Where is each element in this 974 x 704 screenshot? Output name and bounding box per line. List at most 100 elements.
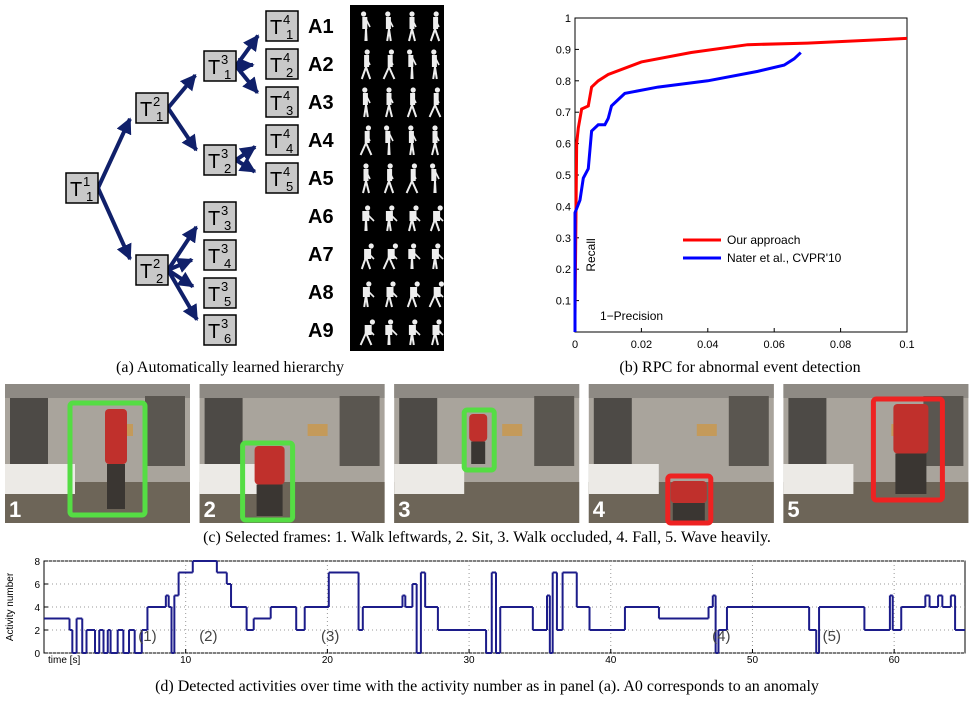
frame: 5 xyxy=(783,384,969,523)
tree-node xyxy=(135,92,169,124)
silhouette-head xyxy=(414,281,420,287)
legend-box xyxy=(677,228,899,272)
silhouette xyxy=(382,49,396,80)
frame-shelf xyxy=(788,398,827,476)
x-tick-label: 0.06 xyxy=(763,339,784,351)
tree-edge xyxy=(167,257,194,273)
silhouette-arm xyxy=(411,250,421,260)
x-tick-label: 0 xyxy=(572,339,578,351)
person-legs xyxy=(107,464,125,509)
frame-shelf xyxy=(593,398,632,476)
frame-picture xyxy=(502,424,523,436)
silhouette-arm xyxy=(365,18,371,28)
silhouette-leg xyxy=(434,142,439,156)
x-tick-label: 10 xyxy=(180,655,192,666)
node-sup: 4 xyxy=(283,12,290,27)
silhouette-leg xyxy=(406,294,413,308)
silhouette-leg xyxy=(388,142,391,156)
node-base: T xyxy=(208,151,220,173)
silhouette-arm xyxy=(434,18,440,28)
silhouette-leg xyxy=(365,294,369,308)
y-tick-label: 0.6 xyxy=(556,139,571,151)
detection-box xyxy=(461,407,497,473)
frame-sofa xyxy=(394,464,465,494)
silhouette-arm xyxy=(365,250,375,260)
y-tick-label: 1 xyxy=(565,13,571,25)
y-tick-label: 6 xyxy=(34,580,40,591)
y-tick-label: 0.1 xyxy=(556,296,571,308)
silhouette-body xyxy=(409,211,417,221)
y-tick-label: 0.2 xyxy=(556,264,571,276)
silhouette-leg xyxy=(388,294,393,308)
silhouette-head xyxy=(388,319,394,325)
silhouette-leg xyxy=(411,256,414,270)
node-sup: 2 xyxy=(153,94,160,109)
silhouette-arm xyxy=(434,170,440,180)
silhouette-leg xyxy=(365,180,370,194)
silhouette-head xyxy=(433,11,439,17)
silhouette-leg xyxy=(429,28,436,42)
silhouette-leg xyxy=(434,218,441,232)
silhouette-leg xyxy=(434,332,439,346)
silhouette-body xyxy=(385,325,393,335)
silhouette-head xyxy=(385,11,391,17)
series-line xyxy=(573,51,802,332)
tree-edge xyxy=(234,157,257,174)
node-base: T xyxy=(270,93,282,115)
silhouette-leg xyxy=(359,142,367,156)
silhouette-body xyxy=(362,211,370,221)
annotation: (1) xyxy=(138,628,156,645)
silhouette xyxy=(431,319,444,346)
silhouette-leg xyxy=(365,142,373,156)
silhouette-head xyxy=(363,163,369,169)
silhouette-body xyxy=(431,249,439,259)
silhouette-body xyxy=(408,325,416,335)
silhouette-leg xyxy=(411,142,415,156)
x-tick-label: 0.1 xyxy=(899,339,914,351)
annotation: (2) xyxy=(199,628,217,645)
tree-edge xyxy=(235,57,255,74)
silhouette xyxy=(406,281,421,308)
silhouette-leg xyxy=(434,256,438,270)
silhouette-leg xyxy=(428,294,436,308)
silhouette-head xyxy=(438,281,444,287)
silhouette-body xyxy=(363,169,369,181)
node-base: T xyxy=(140,99,152,121)
silhouette-body xyxy=(364,249,372,259)
silhouette-leg xyxy=(365,332,373,346)
node-base: T xyxy=(208,284,220,306)
tree-node xyxy=(65,172,99,204)
activity-label: A6 xyxy=(308,206,334,228)
frame-ceiling xyxy=(199,384,385,398)
silhouette-body xyxy=(408,249,416,259)
silhouette xyxy=(359,125,373,156)
person xyxy=(893,404,929,454)
node-base: T xyxy=(270,131,282,153)
frame-shelf xyxy=(10,398,48,476)
node-sup: 2 xyxy=(153,256,160,271)
tree-edge xyxy=(96,117,132,189)
silhouette-leg xyxy=(365,66,372,80)
silhouette-body xyxy=(408,55,414,67)
node-sub: 1 xyxy=(286,27,293,42)
silhouette-leg xyxy=(388,28,392,42)
tree-node xyxy=(203,314,237,346)
node-sub: 4 xyxy=(224,256,231,271)
silhouette xyxy=(428,87,442,118)
node-sup: 3 xyxy=(221,316,228,331)
silhouette xyxy=(407,49,417,80)
person xyxy=(670,481,707,503)
person xyxy=(254,446,285,485)
x-tick-label: 20 xyxy=(322,655,334,666)
legend-label: Nater et al., CVPR'10 xyxy=(727,251,842,265)
silhouette-head xyxy=(411,243,417,249)
frame-shelf2 xyxy=(145,396,185,466)
frame-number: 3 xyxy=(398,497,410,522)
silhouette-body xyxy=(409,17,415,29)
person xyxy=(105,409,127,464)
activity-label: A8 xyxy=(308,282,334,304)
plot-area xyxy=(574,17,908,333)
silhouette-arm xyxy=(388,326,398,336)
silhouette-leg xyxy=(411,28,416,42)
